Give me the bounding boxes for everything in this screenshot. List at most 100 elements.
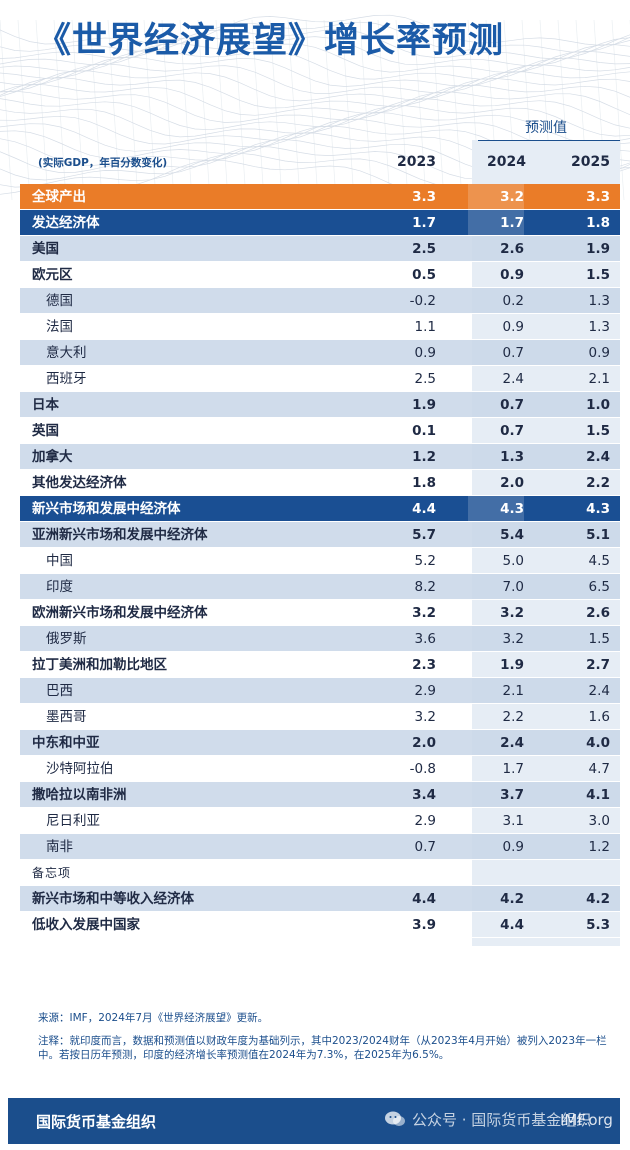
value-2023: 1.8	[412, 475, 436, 491]
value-2024: 4.3	[468, 496, 524, 522]
value-2023: 8.2	[414, 579, 436, 595]
value-2024: 1.7	[502, 761, 524, 777]
row-label: 西班牙	[46, 371, 87, 387]
value-2023: 0.5	[412, 267, 436, 283]
projection-divider	[478, 140, 620, 141]
year-header-2023: 2023	[397, 154, 436, 170]
table-row: 亚洲新兴市场和发展中经济体 5.7 5.4 5.1	[20, 522, 620, 548]
value-2024: 0.7	[502, 345, 524, 361]
value-2024: 7.0	[502, 579, 524, 595]
value-2024: 5.4	[500, 527, 524, 543]
imf-logo: IMF.org	[560, 1111, 613, 1129]
table-row: 德国 -0.2 0.2 1.3	[20, 288, 620, 314]
value-2024: 2.6	[500, 241, 524, 257]
value-2024: 5.0	[502, 553, 524, 569]
table-row: 其他发达经济体 1.8 2.0 2.2	[20, 470, 620, 496]
value-2025: 2.1	[588, 371, 610, 387]
value-2024: 2.0	[500, 475, 524, 491]
table-row: 欧元区 0.5 0.9 1.5	[20, 262, 620, 288]
value-2025: 2.2	[586, 475, 610, 491]
row-label: 加拿大	[32, 449, 73, 465]
row-label: 新兴市场和发展中经济体	[32, 501, 181, 517]
value-2023: 3.3	[412, 189, 436, 205]
value-2025: 1.5	[586, 267, 610, 283]
value-2025: 4.5	[588, 553, 610, 569]
value-2025: 4.1	[586, 787, 610, 803]
value-2023: 1.7	[412, 215, 436, 231]
table-row: 新兴市场和发展中经济体 4.4 4.3 4.3	[20, 496, 620, 522]
row-label: 其他发达经济体	[32, 475, 127, 491]
row-label: 欧元区	[32, 267, 73, 283]
value-2025: 1.3	[588, 293, 610, 309]
footnote: 注释：就印度而言，数据和预测值以财政年度为基础列示，其中2023/2024财年（…	[38, 1035, 607, 1061]
value-2023: 0.7	[414, 839, 436, 855]
value-2025: 6.5	[588, 579, 610, 595]
value-2025: 1.5	[586, 423, 610, 439]
footer-org-name: 国际货币基金组织	[36, 1113, 157, 1131]
value-2025: 1.8	[586, 215, 610, 231]
table-row: 南非 0.7 0.9 1.2	[20, 834, 620, 860]
row-label: 德国	[46, 293, 73, 309]
source-note: 来源：IMF，2024年7月《世界经济展望》更新。	[38, 1012, 269, 1024]
value-2023: 1.2	[412, 449, 436, 465]
table-row: 尼日利亚 2.9 3.1 3.0	[20, 808, 620, 834]
value-2025: 1.6	[588, 709, 610, 725]
value-2024: 0.9	[502, 839, 524, 855]
value-2025: 4.3	[586, 501, 610, 517]
table-row: 俄罗斯 3.6 3.2 1.5	[20, 626, 620, 652]
projection-label: 预测值	[525, 120, 567, 136]
wechat-icon	[385, 1111, 405, 1126]
row-label: 沙特阿拉伯	[46, 761, 114, 777]
table-row: 沙特阿拉伯 -0.8 1.7 4.7	[20, 756, 620, 782]
table-row: 拉丁美洲和加勒比地区 2.3 1.9 2.7	[20, 652, 620, 678]
row-label: 印度	[46, 579, 73, 595]
value-2025: 2.4	[588, 683, 610, 699]
value-2023: 5.7	[412, 527, 436, 543]
value-2024: 0.9	[500, 267, 524, 283]
table-row: 备忘项	[20, 860, 620, 886]
year-header-2024: 2024	[487, 154, 526, 170]
value-2023: 3.2	[412, 605, 436, 621]
value-2024: 4.4	[500, 917, 524, 933]
page-title: 《世界经济展望》增长率预测	[36, 21, 505, 61]
value-2025: 3.0	[588, 813, 610, 829]
value-2023: 3.4	[412, 787, 436, 803]
table-row: 美国 2.5 2.6 1.9	[20, 236, 620, 262]
row-label: 低收入发展中国家	[32, 917, 140, 933]
row-label: 巴西	[46, 683, 73, 699]
value-2023: -0.2	[409, 293, 436, 309]
table-row: 中国 5.2 5.0 4.5	[20, 548, 620, 574]
value-2024: 2.4	[502, 371, 524, 387]
table-row: 巴西 2.9 2.1 2.4	[20, 678, 620, 704]
table-row: 欧洲新兴市场和发展中经济体 3.2 3.2 2.6	[20, 600, 620, 626]
value-2025: 1.9	[586, 241, 610, 257]
row-label: 新兴市场和中等收入经济体	[32, 891, 194, 907]
value-2024: 0.2	[502, 293, 524, 309]
table-row: 英国 0.1 0.7 1.5	[20, 418, 620, 444]
row-label: 亚洲新兴市场和发展中经济体	[32, 527, 208, 543]
value-2025: 0.9	[588, 345, 610, 361]
value-2025: 3.3	[586, 189, 610, 205]
value-2025: 5.1	[586, 527, 610, 543]
year-header-2025: 2025	[571, 154, 610, 170]
row-label: 日本	[32, 397, 59, 413]
value-2023: 4.4	[412, 891, 436, 907]
row-label: 南非	[46, 839, 73, 855]
value-2023: -0.8	[409, 761, 436, 777]
value-2023: 3.9	[412, 917, 436, 933]
value-2025: 1.0	[586, 397, 610, 413]
row-label: 发达经济体	[32, 215, 100, 231]
value-2024: 2.2	[502, 709, 524, 725]
value-2024: 2.1	[502, 683, 524, 699]
value-2024: 0.7	[500, 423, 524, 439]
value-2023: 2.3	[412, 657, 436, 673]
value-2025: 1.2	[588, 839, 610, 855]
row-label: 欧洲新兴市场和发展中经济体	[32, 605, 208, 621]
value-2023: 2.0	[412, 735, 436, 751]
value-2024: 0.9	[502, 319, 524, 335]
growth-table: 全球产出 3.3 3.2 3.3 发达经济体 1.7 1.7 1.8 美国 2.…	[20, 184, 620, 938]
row-label: 英国	[32, 423, 59, 439]
value-2023: 1.1	[414, 319, 436, 335]
value-2025: 1.3	[588, 319, 610, 335]
row-label: 全球产出	[32, 189, 86, 205]
